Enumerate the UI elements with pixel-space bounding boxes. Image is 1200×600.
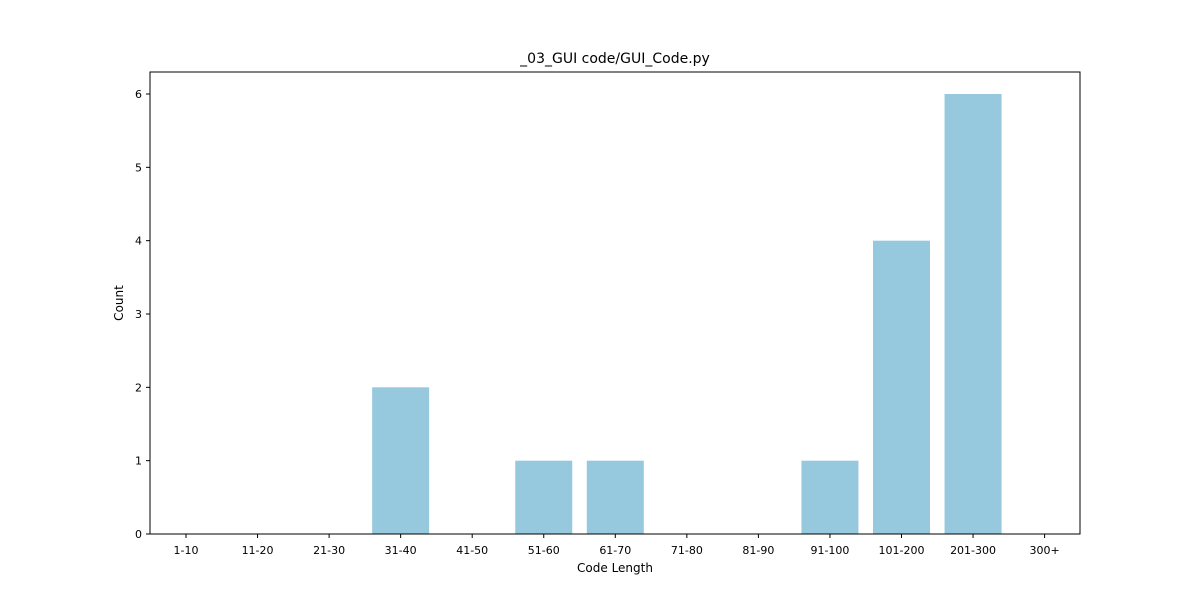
y-tick-label: 4 bbox=[135, 235, 142, 248]
x-axis-label: Code Length bbox=[577, 561, 653, 575]
y-tick-label: 5 bbox=[135, 161, 142, 174]
y-tick-label: 6 bbox=[135, 88, 142, 101]
bar-51-60 bbox=[515, 460, 573, 534]
x-tick-label: 41-50 bbox=[456, 544, 488, 557]
y-tick-label: 1 bbox=[135, 455, 142, 468]
x-tick-label: 51-60 bbox=[528, 544, 560, 557]
x-tick-label: 91-100 bbox=[810, 544, 849, 557]
y-tick-label: 3 bbox=[135, 308, 142, 321]
x-tick-label: 201-300 bbox=[950, 544, 996, 557]
bar-61-70 bbox=[586, 460, 644, 534]
x-tick-label: 71-80 bbox=[671, 544, 703, 557]
x-tick-label: 11-20 bbox=[242, 544, 274, 557]
x-tick-label: 1-10 bbox=[174, 544, 199, 557]
bar-91-100 bbox=[801, 460, 859, 534]
bar-201-300 bbox=[944, 94, 1002, 534]
chart-title: _03_GUI code/GUI_Code.py bbox=[519, 51, 710, 67]
x-tick-label: 61-70 bbox=[599, 544, 631, 557]
x-tick-label: 31-40 bbox=[385, 544, 417, 557]
bar-31-40 bbox=[372, 387, 430, 534]
y-tick-label: 0 bbox=[135, 528, 142, 541]
bar-101-200 bbox=[873, 240, 930, 535]
y-axis-ticks: 0 1 2 3 4 5 6 bbox=[135, 88, 150, 541]
bars-group bbox=[372, 94, 1002, 535]
x-tick-label: 81-90 bbox=[742, 544, 774, 557]
y-axis-label: Count bbox=[112, 285, 126, 321]
x-tick-label: 101-200 bbox=[879, 544, 925, 557]
x-tick-label: 300+ bbox=[1029, 544, 1059, 557]
x-tick-label: 21-30 bbox=[313, 544, 345, 557]
y-tick-label: 2 bbox=[135, 381, 142, 394]
x-axis-ticks: 1-10 11-20 21-30 31-40 41-50 51-60 61-70 71-80 8… bbox=[174, 534, 1060, 557]
